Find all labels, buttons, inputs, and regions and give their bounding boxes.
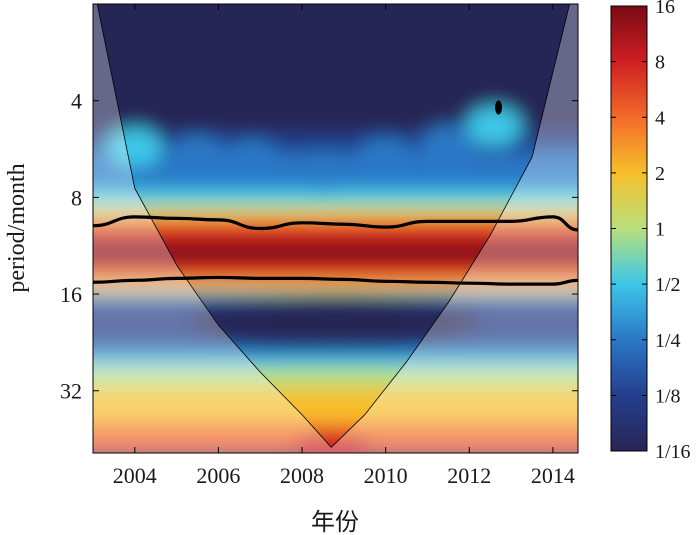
colorbar: 16 8 4 2 1 1/2 1/4 1/8 1/16 bbox=[610, 0, 691, 463]
x-tick-label: 2006 bbox=[196, 463, 240, 488]
x-axis: 2004 2006 2008 2010 2012 2014 bbox=[113, 4, 575, 488]
plot-area bbox=[92, 3, 579, 454]
x-axis-label: 年份 bbox=[311, 509, 359, 535]
y-tick-label: 16 bbox=[60, 282, 82, 307]
colorbar-tick-label: 2 bbox=[655, 163, 665, 185]
x-tick-label: 2014 bbox=[531, 463, 575, 488]
x-tick-label: 2004 bbox=[113, 463, 157, 488]
colorbar-gradient bbox=[610, 5, 648, 452]
significance-contour-1 bbox=[93, 215, 578, 232]
colorbar-tick-label: 1/2 bbox=[655, 274, 681, 296]
x-tick-label: 2008 bbox=[280, 463, 324, 488]
colorbar-tick-label: 16 bbox=[655, 0, 675, 18]
colorbar-tick-label: 4 bbox=[655, 107, 665, 129]
x-tick-label: 2012 bbox=[447, 463, 491, 488]
y-tick-label: 4 bbox=[71, 89, 82, 114]
colorbar-tick-label: 1/16 bbox=[655, 441, 691, 463]
y-tick-label: 8 bbox=[71, 185, 82, 210]
y-axis-label: period/month bbox=[4, 163, 30, 292]
significance-contour-small bbox=[495, 100, 503, 115]
significance-contour-2 bbox=[93, 275, 578, 286]
x-tick-label: 2010 bbox=[364, 463, 408, 488]
colorbar-tick-label: 8 bbox=[655, 52, 665, 74]
cone-of-influence-shade bbox=[93, 4, 578, 453]
y-tick-label: 32 bbox=[60, 379, 82, 404]
cone-of-influence-line bbox=[96, 4, 571, 448]
colorbar-tick-label: 1/4 bbox=[655, 330, 681, 352]
y-axis: 4 8 16 32 bbox=[60, 89, 578, 404]
colorbar-tick-label: 1/8 bbox=[655, 385, 681, 407]
colorbar-tick-label: 1 bbox=[655, 219, 665, 241]
